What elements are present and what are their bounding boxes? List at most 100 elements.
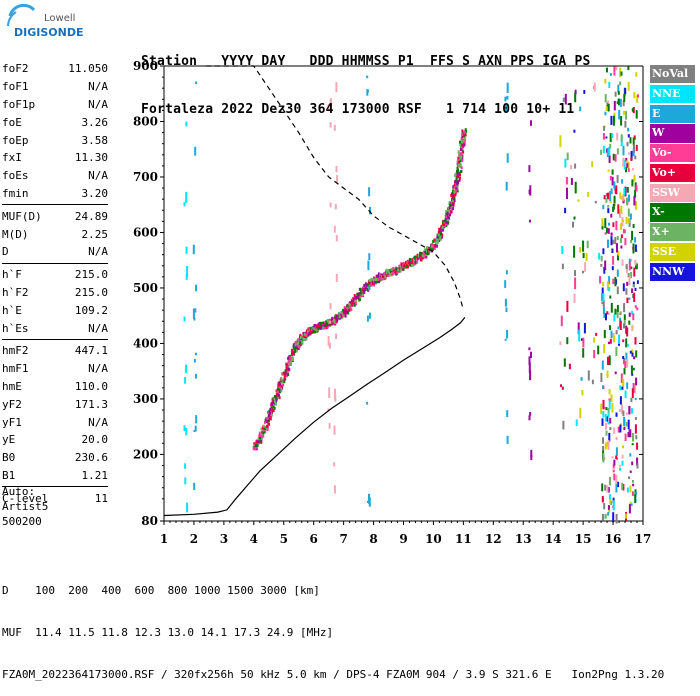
noise-dot [587, 370, 590, 381]
echo-dot [255, 443, 257, 447]
noise-dot [604, 443, 607, 450]
noise-dot [606, 281, 609, 291]
echo-dot [368, 284, 371, 288]
noise-dot [528, 165, 531, 172]
noise-dot [632, 313, 635, 321]
noise-dot [612, 222, 615, 227]
echo-dot [345, 311, 348, 315]
noise-dot [601, 495, 604, 503]
noise-dot [600, 372, 603, 383]
param-name: foEs [2, 169, 29, 183]
echo-dot [347, 311, 350, 315]
echo-dot [271, 408, 273, 411]
echo-dot [261, 430, 264, 434]
noise-dot [622, 100, 625, 107]
noise-dot [621, 404, 623, 414]
echo-dot [461, 157, 464, 161]
noise-dot [610, 302, 613, 313]
echo-dot [376, 278, 379, 281]
echo-dot [448, 216, 451, 220]
x-tick-label: 6 [310, 532, 318, 546]
noise-dot [335, 234, 338, 242]
noise-dot [618, 334, 621, 344]
noise-dot [612, 115, 615, 126]
noise-dot [613, 195, 616, 203]
noise-dot [630, 272, 633, 278]
noise-dot [607, 169, 610, 172]
echo-dot [359, 295, 362, 299]
noise-dot [607, 103, 610, 112]
echo-dot [309, 330, 312, 334]
noise-dot [184, 463, 187, 469]
noise-dot [631, 373, 634, 376]
noise-dot [622, 145, 625, 156]
noise-dot [591, 379, 594, 385]
noise-dot [605, 407, 608, 411]
echo-dot [328, 321, 330, 325]
noise-dot [628, 406, 631, 415]
noise-dot [635, 350, 638, 358]
param-name: C-level [2, 491, 49, 505]
echo-dot [335, 314, 338, 318]
noise-dot [619, 81, 622, 86]
echo-dot [431, 247, 434, 251]
echo-dot [282, 383, 285, 387]
echo-dot [323, 326, 326, 330]
noise-dot [602, 145, 605, 154]
noise-dot [367, 500, 369, 503]
auto-label: Auto: [2, 485, 36, 498]
noise-dot [194, 425, 197, 432]
noise-dot [561, 386, 564, 390]
noise-dot [609, 295, 612, 299]
noise-dot [584, 262, 587, 272]
noise-dot [369, 206, 371, 215]
echo-dot [458, 151, 460, 155]
echo-dot [267, 421, 270, 425]
noise-dot [333, 124, 336, 131]
param-name: fxI [2, 151, 22, 165]
echo-dot [358, 292, 361, 295]
echo-dot [400, 265, 403, 269]
echo-dot [311, 329, 313, 332]
echo-dot [407, 261, 410, 265]
noise-dot [635, 110, 638, 119]
noise-dot [335, 333, 338, 339]
echo-dot [395, 271, 398, 275]
noise-dot [631, 388, 634, 399]
noise-dot [635, 263, 638, 270]
echo-dot [325, 323, 328, 326]
noise-dot [194, 146, 197, 156]
echo-dot [334, 321, 337, 325]
echo-dot [370, 277, 373, 281]
noise-dot [609, 338, 612, 344]
echo-dot [464, 137, 467, 141]
noise-dot [612, 239, 615, 244]
echo-dot [400, 262, 403, 266]
echo-dot [272, 401, 275, 405]
noise-dot [506, 95, 509, 100]
echo-dot [408, 263, 411, 267]
param-name: hmF2 [2, 344, 29, 358]
noise-dot [616, 132, 619, 141]
noise-dot [528, 415, 531, 421]
station-header: Station YYYY DAY DDD HHMMSS P1 FFS S AXN… [141, 22, 591, 134]
echo-dot [394, 268, 397, 272]
noise-dot [630, 365, 633, 374]
echo-dot [297, 340, 300, 344]
noise-dot [615, 329, 618, 335]
echo-dot [287, 367, 290, 371]
noise-dot [631, 461, 634, 466]
echo-dot [399, 269, 402, 273]
echo-dot [450, 210, 453, 214]
noise-dot [504, 96, 507, 102]
auto-version: 500200 [2, 515, 42, 528]
noise-dot [336, 175, 339, 184]
echo-dot [266, 416, 269, 420]
noise-dot [630, 503, 633, 506]
echo-dot [424, 251, 427, 255]
noise-dot [636, 307, 639, 311]
noise-dot [627, 168, 630, 172]
noise-dot [620, 196, 623, 200]
param-row: foF1p N/A [2, 96, 108, 114]
echo-dot [367, 285, 370, 288]
